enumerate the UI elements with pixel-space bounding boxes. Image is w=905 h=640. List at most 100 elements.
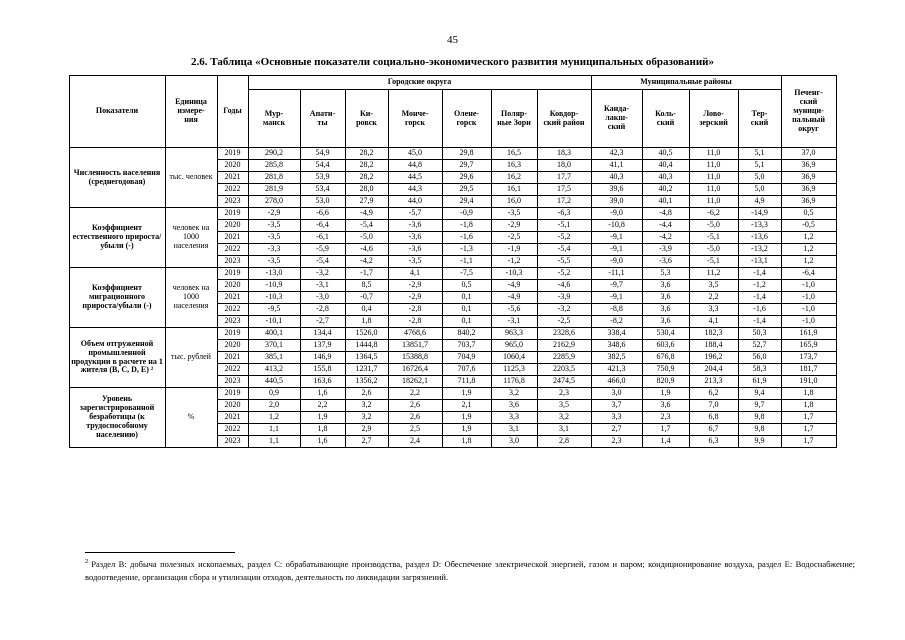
value-cell: 711,8: [441, 375, 492, 388]
value-cell: 9,8: [737, 411, 782, 424]
value-cell: -3,6: [641, 255, 690, 268]
value-cell: 6,7: [688, 423, 739, 436]
value-cell: -3,6: [387, 219, 443, 232]
year-cell: 2023: [216, 435, 249, 448]
value-cell: 3,1: [536, 423, 592, 436]
value-cell: -3,5: [247, 231, 301, 244]
value-cell: 18,0: [536, 159, 592, 172]
table-row: 2021 1,2 1,9 3,2 2,6 1,9 3,3 3,2 3,3 2,3 6,8 9,8 1,7: [69, 411, 837, 424]
col-header-kovdorsky: Ковдор- ский район: [536, 89, 592, 148]
value-cell: 1,9: [441, 387, 492, 400]
value-cell: 2474,5: [536, 375, 592, 388]
value-cell: 6,2: [688, 387, 739, 400]
value-cell: 37,0: [780, 147, 837, 160]
col-header-indicators: Показатели: [68, 75, 166, 148]
indicators-table: Показатели Единица измере- ния Годы Горо…: [68, 75, 837, 448]
value-cell: 155,8: [299, 363, 346, 376]
value-cell: -2,8: [387, 303, 443, 316]
value-cell: 1364,5: [344, 351, 389, 364]
value-cell: -1,6: [441, 231, 492, 244]
value-cell: -3,5: [387, 255, 443, 268]
value-cell: 44,3: [387, 183, 443, 196]
table-row: 2020 370,1 137,9 1444,8 13851,7 703,7 965,0 216…: [69, 339, 837, 352]
value-cell: 0,1: [441, 291, 492, 304]
col-header-pechengsky: Печенг- ский муници- пальный округ: [780, 75, 837, 148]
value-cell: 3,2: [536, 411, 592, 424]
unit-cell: %: [164, 387, 218, 448]
value-cell: 3,0: [490, 435, 538, 448]
value-cell: 16,2: [490, 171, 538, 184]
value-cell: -13,1: [737, 255, 782, 268]
value-cell: 4768,6: [387, 327, 443, 340]
value-cell: -9,0: [590, 207, 643, 220]
value-cell: 40,4: [641, 159, 690, 172]
value-cell: 1,9: [441, 423, 492, 436]
value-cell: 16,1: [490, 183, 538, 196]
value-cell: 1,7: [780, 411, 837, 424]
value-cell: 1,9: [299, 411, 346, 424]
value-cell: 466,0: [590, 375, 643, 388]
value-cell: 3,5: [536, 399, 592, 412]
value-cell: -9,1: [590, 243, 643, 256]
value-cell: 1176,8: [490, 375, 538, 388]
value-cell: -1,4: [737, 267, 782, 280]
value-cell: 36,9: [780, 171, 837, 184]
value-cell: -6,2: [688, 207, 739, 220]
value-cell: 963,3: [490, 327, 538, 340]
value-cell: -3,6: [387, 243, 443, 256]
value-cell: 40,5: [641, 147, 690, 160]
value-cell: 191,0: [780, 375, 837, 388]
year-cell: 2023: [216, 375, 249, 388]
year-cell: 2021: [216, 171, 249, 184]
value-cell: 146,9: [299, 351, 346, 364]
value-cell: 5,1: [737, 159, 782, 172]
value-cell: 0,5: [441, 279, 492, 292]
col-group-municipal-districts: Муниципальные районы: [590, 75, 782, 90]
value-cell: 965,0: [490, 339, 538, 352]
value-cell: 165,9: [780, 339, 837, 352]
value-cell: 204,4: [688, 363, 739, 376]
value-cell: -4,6: [536, 279, 592, 292]
value-cell: 28,2: [344, 147, 389, 160]
value-cell: -9,1: [590, 291, 643, 304]
value-cell: 54,9: [299, 147, 346, 160]
value-cell: -10,9: [247, 279, 301, 292]
value-cell: 1,4: [641, 435, 690, 448]
value-cell: -5,0: [344, 231, 389, 244]
table-row: Коэффициент естественного прироста/убыли…: [68, 207, 837, 268]
value-cell: -2,9: [387, 291, 443, 304]
year-cell: 2022: [216, 303, 249, 316]
value-cell: -13,2: [737, 243, 782, 256]
table-row: 2022 413,2 155,8 1231,7 16726,4 707,6 1125,3 22…: [69, 363, 837, 376]
page-title: 2.6. Таблица «Основные показатели социал…: [191, 56, 714, 68]
value-cell: 1060,4: [490, 351, 538, 364]
value-cell: 11,0: [688, 195, 739, 208]
value-cell: -5,2: [536, 231, 592, 244]
value-cell: -3,5: [247, 219, 301, 232]
value-cell: 2,6: [387, 399, 443, 412]
year-cell: 2019: [216, 267, 249, 280]
value-cell: 5,0: [737, 171, 782, 184]
value-cell: 29,8: [441, 147, 492, 160]
col-header-kolsky: Коль- ский: [641, 89, 690, 148]
col-group-urban-districts: Городские округа: [247, 75, 592, 90]
value-cell: 2,3: [536, 387, 592, 400]
value-cell: 11,0: [688, 183, 739, 196]
value-cell: -1,4: [737, 315, 782, 328]
year-cell: 2020: [216, 399, 249, 412]
value-cell: -3,9: [536, 291, 592, 304]
value-cell: 0,1: [441, 303, 492, 316]
value-cell: 281,8: [247, 171, 301, 184]
value-cell: 2,2: [387, 387, 443, 400]
value-cell: 13851,7: [387, 339, 443, 352]
value-cell: 4,1: [688, 315, 739, 328]
unit-cell: человек на 1000 населения: [164, 207, 218, 268]
footnote-separator: [85, 552, 235, 553]
value-cell: 17,5: [536, 183, 592, 196]
value-cell: 1,7: [780, 435, 837, 448]
year-cell: 2021: [216, 231, 249, 244]
value-cell: 1,7: [641, 423, 690, 436]
value-cell: 137,9: [299, 339, 346, 352]
value-cell: -1,2: [490, 255, 538, 268]
